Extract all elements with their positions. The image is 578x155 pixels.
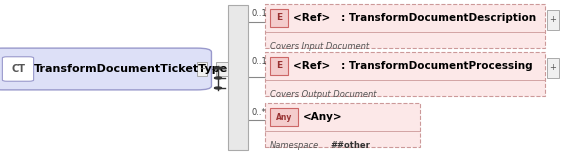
Bar xyxy=(270,108,298,126)
Text: Covers Output Document: Covers Output Document xyxy=(270,90,376,99)
Bar xyxy=(228,5,248,150)
Circle shape xyxy=(214,67,221,69)
Text: +: + xyxy=(550,16,557,24)
Bar xyxy=(547,58,559,78)
Text: Namespace: Namespace xyxy=(270,141,319,150)
Text: <Any>: <Any> xyxy=(303,112,343,122)
Bar xyxy=(197,62,207,76)
Bar xyxy=(265,4,545,48)
Bar xyxy=(265,52,545,96)
Text: E: E xyxy=(276,62,282,71)
Text: E: E xyxy=(276,13,282,22)
Circle shape xyxy=(214,87,221,89)
Text: <Ref>   : TransformDocumentDescription: <Ref> : TransformDocumentDescription xyxy=(293,13,536,23)
Circle shape xyxy=(214,77,221,79)
Text: Any: Any xyxy=(276,113,292,122)
Bar xyxy=(265,103,420,147)
Text: Covers Input Document: Covers Input Document xyxy=(270,42,369,51)
Text: −: − xyxy=(219,66,225,72)
Text: CT: CT xyxy=(11,64,25,74)
Bar xyxy=(270,57,288,75)
Bar xyxy=(216,62,228,76)
Text: 0..1: 0..1 xyxy=(251,57,267,66)
Text: ##other: ##other xyxy=(330,141,370,150)
FancyBboxPatch shape xyxy=(0,48,212,90)
Text: TransformDocumentTicketType: TransformDocumentTicketType xyxy=(34,64,228,74)
Bar xyxy=(270,9,288,27)
FancyBboxPatch shape xyxy=(2,57,34,81)
Text: <Ref>   : TransformDocumentProcessing: <Ref> : TransformDocumentProcessing xyxy=(293,61,532,71)
Bar xyxy=(547,10,559,30)
Text: 0..1: 0..1 xyxy=(251,9,267,18)
Text: −: − xyxy=(199,66,205,72)
Text: 0..*: 0..* xyxy=(251,108,266,117)
Text: +: + xyxy=(550,64,557,73)
